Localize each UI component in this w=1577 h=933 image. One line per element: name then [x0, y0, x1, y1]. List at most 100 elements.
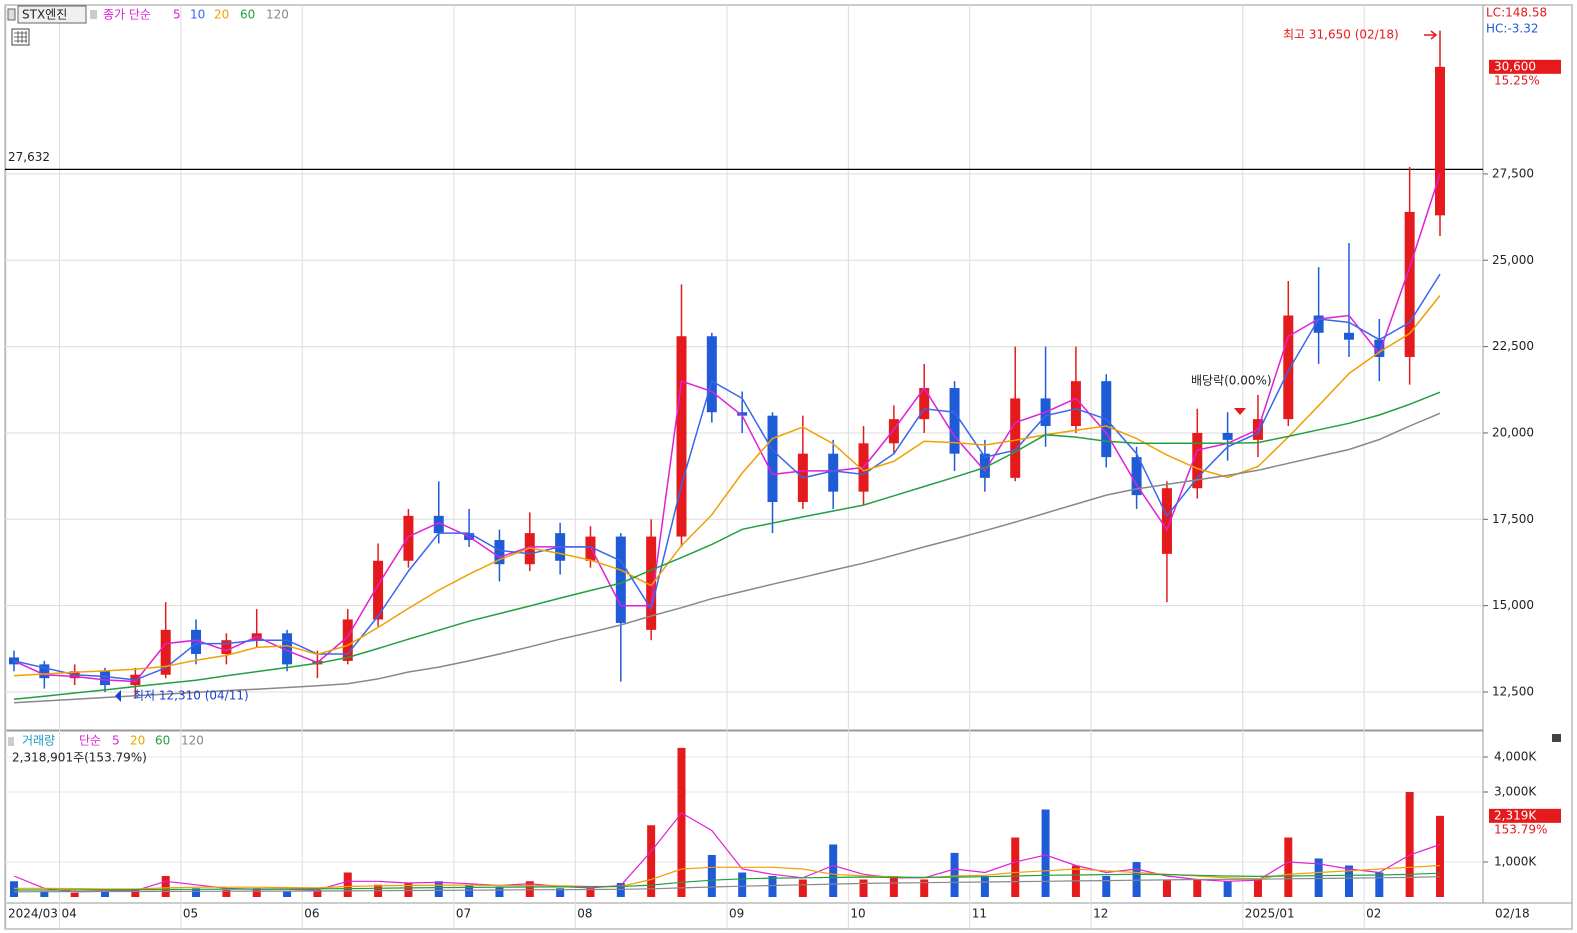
indicator-hc: HC:-3.32 — [1486, 22, 1539, 36]
candle-body — [1192, 432, 1203, 489]
legend-entry: 5 — [112, 734, 120, 748]
candle-body — [949, 388, 960, 454]
volume-bar — [980, 876, 989, 897]
candle-body — [1222, 432, 1233, 440]
legend-entry: 10 — [190, 8, 205, 22]
candle-body — [191, 629, 202, 655]
dividend-annotation: 배당락(0.00%) — [1191, 374, 1272, 388]
volume-bar — [434, 881, 443, 897]
x-tick-label: 12 — [1093, 907, 1108, 921]
legend-entry: 20 — [214, 8, 229, 22]
legend-entry: 120 — [181, 734, 204, 748]
legend-entry: 60 — [240, 8, 255, 22]
volume-bar — [131, 890, 140, 897]
last-price-box — [1489, 59, 1561, 74]
volume-bar — [161, 876, 170, 897]
volume-bar — [1041, 809, 1050, 897]
x-tick-label: 11 — [972, 907, 987, 921]
legend-marker — [8, 737, 14, 746]
candle-body — [433, 515, 444, 534]
y-tick-label: 20,000 — [1492, 425, 1534, 439]
volume-bar — [1132, 862, 1141, 897]
volume-bar — [343, 872, 352, 897]
date-axis — [4, 902, 1573, 930]
x-end-label: 02/18 — [1495, 907, 1530, 921]
candle-body — [767, 415, 778, 503]
ma-line — [13, 412, 1441, 704]
y-tick-label: 27,500 — [1492, 166, 1534, 180]
candle-body — [1070, 381, 1081, 427]
volume-bar — [707, 855, 716, 897]
x-tick-label: 05 — [183, 907, 198, 921]
symbol-box[interactable] — [17, 5, 87, 24]
volume-bar — [768, 876, 777, 897]
grid: 12,500 15,000 17,500 20,000 22,500 25,000 27,5… — [5, 5, 1537, 929]
volume-bar — [313, 890, 322, 897]
volume-ma-legend-label: 단순 — [79, 734, 101, 748]
candle-body — [39, 664, 50, 679]
ma-legend-label: 종가 단순 — [103, 8, 151, 22]
volume-bar — [40, 891, 49, 897]
candle-body — [282, 633, 293, 665]
y-tick-label: 15,000 — [1492, 598, 1534, 612]
legend-entry: 5 — [173, 8, 181, 22]
volume-bar — [829, 844, 838, 897]
volume-ma-line — [14, 872, 1441, 891]
candle-body — [585, 536, 596, 561]
volume-bar — [222, 890, 231, 897]
candle-body — [646, 536, 657, 630]
ma-line — [13, 391, 1441, 701]
candle-body — [676, 336, 687, 537]
x-tick-label: 02 — [1366, 907, 1381, 921]
volume-bar — [1284, 837, 1293, 897]
volume-bar — [1253, 879, 1262, 897]
volume-bar — [1375, 872, 1384, 897]
volume-ma-line — [14, 864, 1441, 890]
candle-body — [919, 388, 930, 420]
volume-bar — [798, 879, 807, 897]
x-tick-label: 06 — [304, 907, 319, 921]
candle-body — [979, 453, 990, 478]
candle-body — [828, 453, 839, 492]
volume-bar — [889, 876, 898, 897]
last-price-label: 30,600 — [1494, 59, 1536, 73]
x-tick-label: 08 — [577, 907, 592, 921]
legend-icon[interactable] — [7, 8, 16, 21]
y-tick-label: 17,500 — [1492, 512, 1534, 526]
indicator-lc: LC:148.58 — [1486, 6, 1547, 20]
volume-bar — [1102, 876, 1111, 897]
candle-body — [1343, 332, 1354, 340]
volume-bar — [738, 872, 747, 897]
candle-body — [1161, 488, 1172, 554]
legend-entry: 60 — [155, 734, 170, 748]
volume-bar — [252, 888, 261, 897]
volume-bar — [1193, 879, 1202, 897]
symbol-name[interactable]: STX엔진 — [22, 8, 67, 22]
x-tick-label: 07 — [456, 907, 471, 921]
volume-bar — [1011, 837, 1020, 897]
ma-line — [13, 295, 1441, 677]
y-tick-label: 3,000K — [1494, 785, 1537, 799]
table-icon-grid — [14, 31, 27, 43]
volume-bar — [1314, 858, 1323, 897]
candle-body — [1435, 66, 1445, 216]
high-annotation: 최고 31,650 (02/18) — [1283, 28, 1399, 42]
legend-marker — [90, 10, 97, 19]
candle-body — [494, 540, 505, 565]
low-annotation: 최저 12,310 (04/11) — [133, 689, 249, 703]
panel-button[interactable] — [1552, 734, 1561, 742]
volume-bar — [647, 825, 656, 897]
volume-bar — [70, 892, 79, 897]
volume-bar — [859, 879, 868, 897]
last-price-change: 15.25% — [1494, 73, 1540, 87]
volume-bar — [495, 886, 504, 897]
volume-summary: 2,318,901주(153.79%) — [12, 751, 147, 765]
volume-bar — [950, 852, 959, 897]
last-volume-label: 2,319K — [1494, 808, 1537, 822]
high-arrow — [1424, 30, 1438, 40]
candle-body — [403, 515, 414, 561]
candle-body — [1010, 398, 1021, 478]
